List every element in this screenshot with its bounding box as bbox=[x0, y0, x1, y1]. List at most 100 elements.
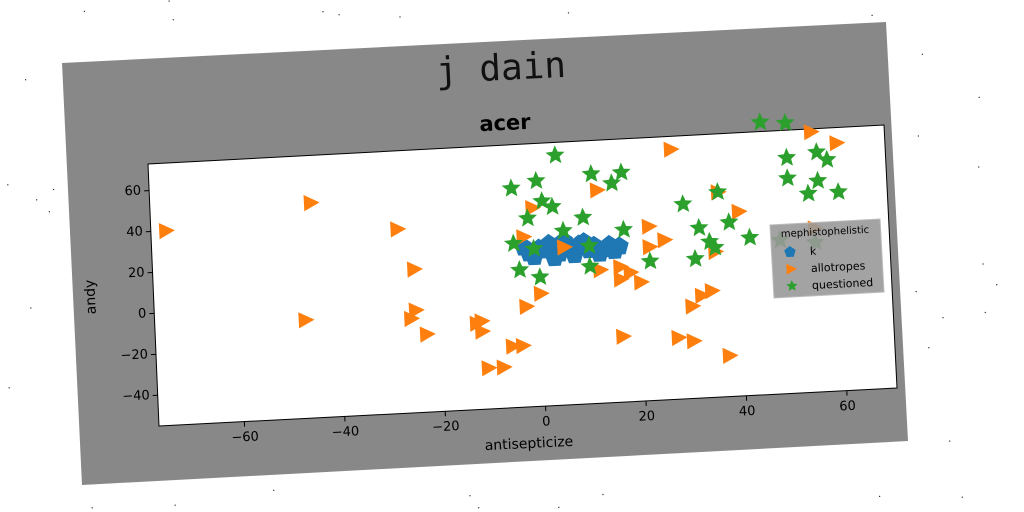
point-allotropes bbox=[519, 298, 536, 315]
point-allotropes bbox=[663, 141, 680, 158]
point-questioned bbox=[580, 256, 600, 275]
point-questioned bbox=[640, 251, 660, 270]
y-tick-label: −20 bbox=[120, 347, 148, 363]
point-questioned bbox=[685, 248, 705, 268]
point-questioned bbox=[553, 220, 573, 240]
point-allotropes bbox=[704, 283, 721, 300]
point-questioned bbox=[503, 233, 523, 252]
speck bbox=[168, 0, 170, 2]
legend-marker-k bbox=[784, 246, 796, 257]
point-k bbox=[609, 236, 629, 255]
point-questioned bbox=[689, 217, 709, 237]
point-questioned bbox=[526, 171, 546, 190]
point-allotropes bbox=[556, 239, 573, 256]
point-questioned bbox=[542, 196, 562, 216]
point-allotropes bbox=[533, 285, 550, 302]
point-allotropes bbox=[829, 135, 846, 152]
speck bbox=[558, 506, 560, 508]
point-allotropes bbox=[803, 124, 820, 141]
point-allotropes bbox=[694, 287, 711, 304]
point-allotropes bbox=[613, 271, 630, 288]
legend-marker-allotropes bbox=[786, 263, 797, 275]
speck bbox=[338, 14, 340, 16]
point-allotropes bbox=[671, 329, 688, 347]
point-allotropes bbox=[406, 261, 423, 278]
speck bbox=[984, 311, 986, 314]
point-allotropes bbox=[408, 302, 425, 319]
point-questioned bbox=[817, 149, 837, 169]
speck bbox=[25, 79, 27, 81]
point-questioned bbox=[777, 147, 797, 167]
speck bbox=[602, 493, 604, 496]
point-questioned bbox=[611, 162, 631, 181]
speck bbox=[478, 507, 480, 509]
point-allotropes bbox=[390, 221, 407, 238]
legend-label-allotropes: allotropes bbox=[811, 259, 866, 275]
speck bbox=[978, 166, 980, 168]
point-allotropes bbox=[731, 203, 748, 220]
speck bbox=[949, 440, 951, 442]
point-questioned bbox=[807, 142, 826, 161]
speck bbox=[982, 263, 984, 265]
point-allotropes bbox=[158, 223, 175, 240]
legend-label-k: k bbox=[810, 245, 818, 258]
figure-title: j dain bbox=[435, 45, 567, 92]
point-questioned bbox=[573, 207, 593, 226]
point-allotropes bbox=[642, 239, 659, 256]
point-questioned bbox=[798, 183, 818, 202]
y-tick-label: 60 bbox=[124, 184, 141, 200]
point-allotropes bbox=[685, 298, 702, 315]
speck bbox=[48, 211, 50, 213]
x-tick-label: 40 bbox=[739, 404, 756, 420]
x-tick-label: 60 bbox=[839, 399, 856, 415]
point-questioned bbox=[777, 168, 797, 187]
background-specks bbox=[7, 0, 998, 509]
point-questioned bbox=[524, 238, 544, 258]
point-allotropes bbox=[633, 274, 650, 291]
speck bbox=[996, 284, 998, 286]
point-allotropes bbox=[616, 328, 633, 345]
speck bbox=[273, 489, 275, 491]
speck bbox=[36, 199, 38, 201]
point-allotropes bbox=[298, 312, 315, 329]
point-questioned bbox=[581, 164, 601, 183]
point-allotropes bbox=[613, 259, 630, 276]
point-questioned bbox=[602, 173, 621, 192]
point-allotropes bbox=[481, 360, 498, 377]
speck bbox=[91, 507, 93, 509]
speck bbox=[915, 291, 917, 293]
point-questioned bbox=[530, 267, 550, 286]
axes-title: acer bbox=[479, 110, 532, 137]
point-allotropes bbox=[404, 310, 421, 328]
point-questioned bbox=[705, 237, 725, 256]
point-questioned bbox=[719, 212, 739, 231]
point-questioned bbox=[828, 182, 848, 201]
speck bbox=[30, 307, 32, 309]
speck bbox=[174, 504, 176, 506]
point-questioned bbox=[673, 194, 693, 213]
point-allotropes bbox=[641, 218, 658, 235]
speck bbox=[7, 184, 9, 186]
point-allotropes bbox=[686, 333, 703, 350]
point-allotropes bbox=[657, 232, 674, 249]
point-questioned bbox=[740, 227, 760, 246]
x-axis-label: antisepticize bbox=[484, 434, 573, 454]
legend-label-questioned: questioned bbox=[812, 276, 874, 292]
speck bbox=[172, 19, 174, 21]
speck bbox=[322, 11, 324, 13]
point-questioned bbox=[808, 170, 828, 190]
point-questioned bbox=[545, 145, 565, 164]
legend-title: mephistophelistic bbox=[781, 225, 870, 240]
speck bbox=[879, 495, 881, 497]
point-allotropes bbox=[722, 347, 739, 364]
point-allotropes bbox=[474, 323, 492, 340]
point-questioned bbox=[501, 178, 521, 197]
legend-box bbox=[769, 218, 885, 299]
point-allotropes bbox=[496, 359, 513, 376]
y-tick-label: 20 bbox=[128, 265, 145, 281]
speck bbox=[978, 96, 980, 98]
point-allotropes bbox=[589, 182, 606, 199]
point-allotropes bbox=[505, 338, 522, 355]
point-questioned bbox=[579, 235, 599, 255]
